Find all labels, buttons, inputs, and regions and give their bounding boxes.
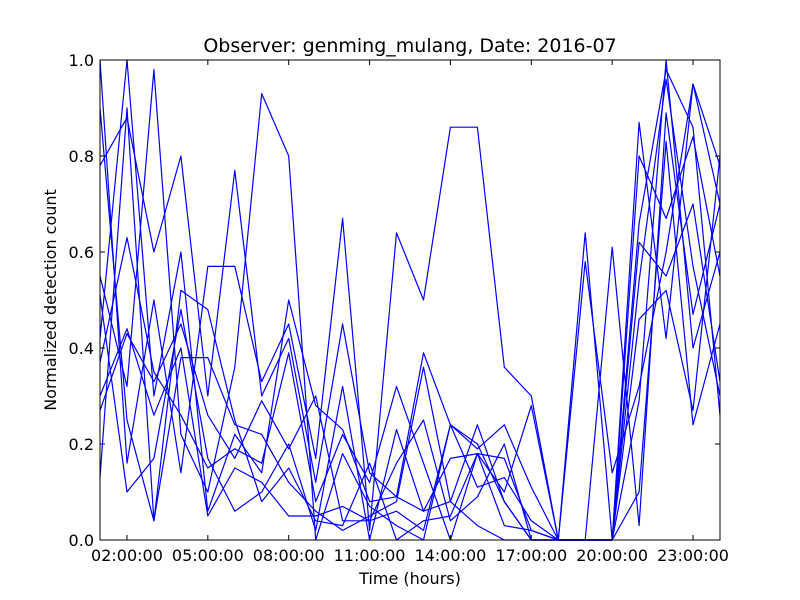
y-tick-label-4: 0.6 [69,243,94,262]
y-tick-label-5: 0.8 [69,147,94,166]
x-axis-ticks: 02:00:00 05:00:00 08:00:00 11:00:00 14:00:00… [91,60,729,565]
x-tick-label-6: 17:00:00 [495,546,567,565]
y-axis-ticks: 0.0 0.2 0.4 0.6 0.8 1.0 [69,51,720,550]
series-line-5 [99,107,721,541]
x-tick-label-1: 02:00:00 [91,546,163,565]
y-tick-label-1: 0.0 [69,531,94,550]
series-line-6 [99,112,721,541]
series-line-3 [99,59,721,541]
x-tick-label-3: 08:00:00 [253,546,325,565]
x-tick-label-2: 05:00:00 [172,546,244,565]
x-tick-label-8: 23:00:00 [657,546,729,565]
y-tick-label-2: 0.2 [69,435,94,454]
series-line-8 [99,59,721,541]
series-line-9 [99,68,721,541]
x-tick-label-7: 20:00:00 [576,546,648,565]
x-axis-label: Time (hours) [358,569,461,588]
series-line-7 [99,155,721,541]
y-axis-label: Normalized detection count [41,189,60,411]
y-tick-label-6: 1.0 [69,51,94,70]
x-tick-label-4: 11:00:00 [334,546,406,565]
chart-title: Observer: genming_mulang, Date: 2016-07 [203,35,616,57]
x-tick-label-5: 14:00:00 [415,546,487,565]
series-line-2 [99,59,721,541]
plot-frame [99,59,721,541]
series-line-10 [99,141,721,541]
y-tick-label-3: 0.4 [69,339,94,358]
series-layer [99,59,721,541]
